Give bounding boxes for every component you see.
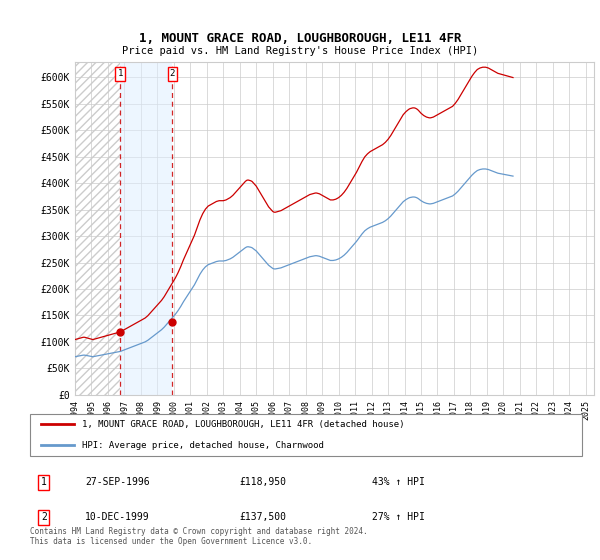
Text: 43% ↑ HPI: 43% ↑ HPI [372, 478, 425, 487]
Text: 1: 1 [118, 69, 123, 78]
Text: 1, MOUNT GRACE ROAD, LOUGHBOROUGH, LE11 4FR (detached house): 1, MOUNT GRACE ROAD, LOUGHBOROUGH, LE11 … [82, 420, 405, 429]
Text: 27% ↑ HPI: 27% ↑ HPI [372, 512, 425, 522]
Text: 2: 2 [170, 69, 175, 78]
FancyBboxPatch shape [30, 414, 582, 456]
Text: 10-DEC-1999: 10-DEC-1999 [85, 512, 150, 522]
Bar [75, 62, 121, 395]
Text: 1, MOUNT GRACE ROAD, LOUGHBOROUGH, LE11 4FR: 1, MOUNT GRACE ROAD, LOUGHBOROUGH, LE11 … [139, 32, 461, 45]
Text: £118,950: £118,950 [240, 478, 287, 487]
Text: Contains HM Land Registry data © Crown copyright and database right 2024.
This d: Contains HM Land Registry data © Crown c… [30, 526, 368, 546]
Text: £137,500: £137,500 [240, 512, 287, 522]
Text: 1: 1 [41, 478, 47, 487]
Text: 2: 2 [41, 512, 47, 522]
Text: Price paid vs. HM Land Registry's House Price Index (HPI): Price paid vs. HM Land Registry's House … [122, 46, 478, 56]
Text: HPI: Average price, detached house, Charnwood: HPI: Average price, detached house, Char… [82, 441, 325, 450]
Text: 27-SEP-1996: 27-SEP-1996 [85, 478, 150, 487]
Bar [121, 62, 172, 395]
